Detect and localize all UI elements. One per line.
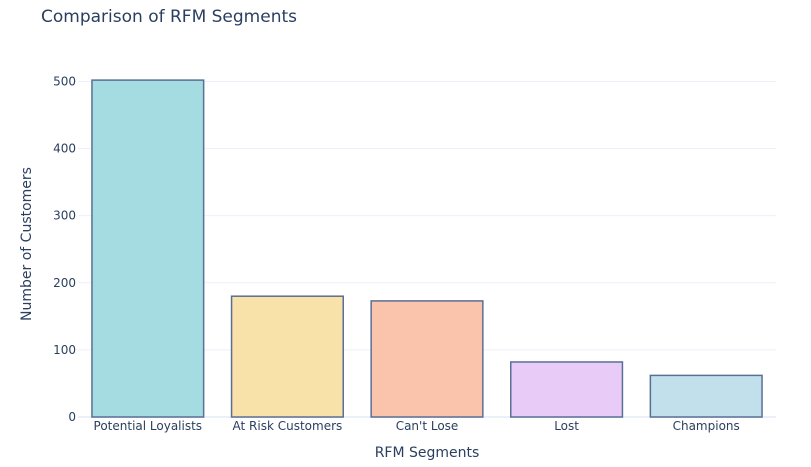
x-tick-label: Potential Loyalists <box>94 419 203 433</box>
bar <box>649 374 763 418</box>
x-tick-label: Lost <box>554 419 579 433</box>
y-tick-label: 500 <box>53 74 76 88</box>
x-tick-label: Can't Lose <box>396 419 459 433</box>
y-tick-label: 400 <box>53 142 76 156</box>
x-axis-ticks: Potential Loyalists At Risk Customers Can'… <box>94 419 740 433</box>
chart-title: Comparison of RFM Segments <box>41 7 297 27</box>
y-axis-title: Number of Customers <box>19 167 35 321</box>
y-tick-label: 0 <box>68 410 76 424</box>
y-axis-ticks: 0 100 200 300 400 500 <box>53 74 76 424</box>
x-tick-label: At Risk Customers <box>233 419 343 433</box>
x-axis-title: RFM Segments <box>375 445 480 461</box>
bar <box>230 295 344 418</box>
y-tick-label: 300 <box>53 209 76 223</box>
x-tick-label: Champions <box>673 419 740 433</box>
bar <box>510 361 624 418</box>
bar <box>370 300 484 418</box>
bar <box>91 79 205 418</box>
y-tick-label: 100 <box>53 343 76 357</box>
bars <box>91 79 763 418</box>
y-tick-label: 200 <box>53 276 76 290</box>
